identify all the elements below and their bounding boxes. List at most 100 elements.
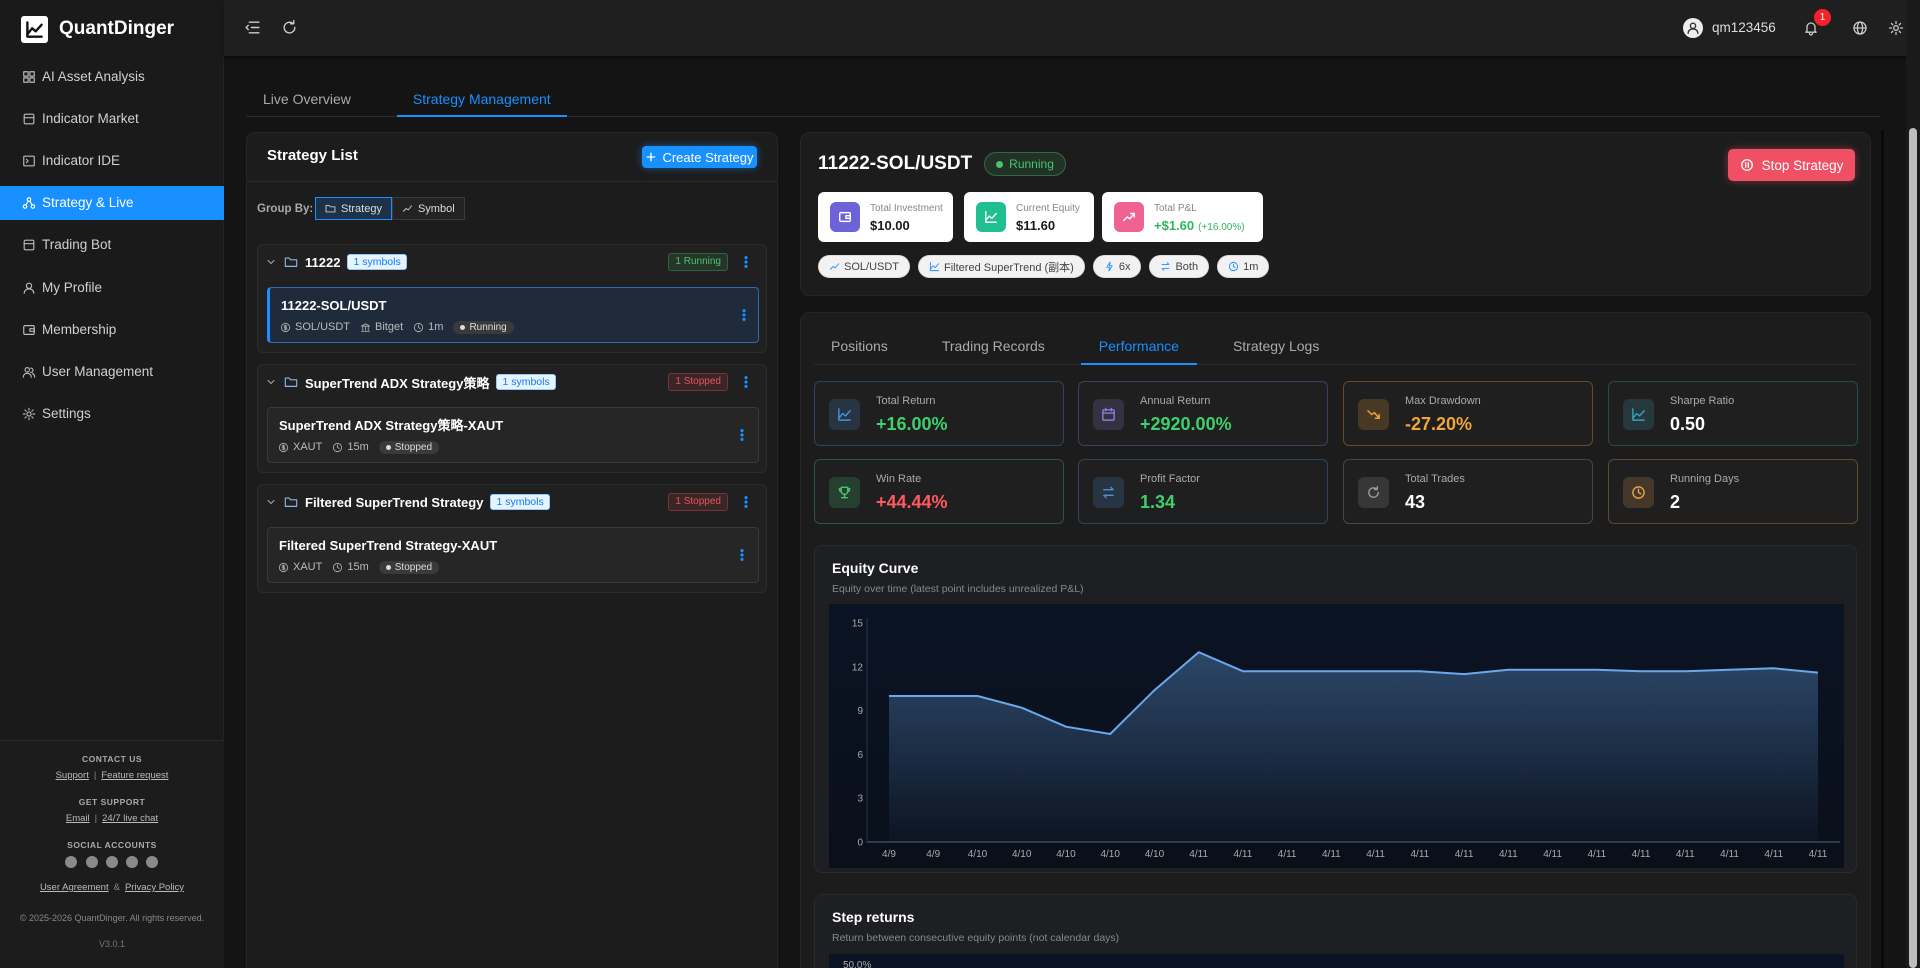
metric-value: 2 bbox=[1670, 492, 1681, 512]
settings[interactable] bbox=[1888, 20, 1904, 36]
metric-card: Max Drawdown -27.20% bbox=[1343, 381, 1593, 446]
button-label[interactable]: Stop Strategy bbox=[1761, 157, 1844, 173]
page-tab[interactable]: Strategy Management bbox=[396, 84, 567, 117]
option-label[interactable]: Strategy bbox=[341, 202, 382, 215]
nav-icon bbox=[23, 324, 35, 335]
footer-link[interactable]: 24/7 live chat bbox=[102, 813, 159, 824]
strategy-card[interactable]: Filtered SuperTrend Strategy-XAUT XAUT 15m… bbox=[267, 527, 759, 583]
scrollbar-thumb[interactable] bbox=[1909, 128, 1917, 968]
social-icon[interactable] bbox=[65, 856, 77, 868]
metric-label: Win Rate bbox=[876, 473, 922, 485]
nav-item[interactable]: My Profile bbox=[0, 271, 224, 305]
tag-text: 1m bbox=[1243, 260, 1259, 273]
nav-item[interactable]: Trading Bot bbox=[0, 228, 224, 262]
nav-icon-part bbox=[23, 77, 29, 83]
group-menu-part bbox=[744, 264, 748, 268]
performance-tabs: Positions Trading Records Performance Strat… bbox=[813, 330, 1337, 365]
nav-item[interactable]: AI Asset Analysis bbox=[0, 60, 224, 94]
brand: QuantDinger bbox=[59, 18, 175, 39]
performance-tab[interactable]: Strategy Logs bbox=[1232, 338, 1320, 354]
nav-label[interactable]: Membership bbox=[42, 321, 117, 337]
chart-title: Step returns bbox=[832, 909, 915, 925]
stat-icon bbox=[976, 202, 1006, 232]
nav-label[interactable]: Trading Bot bbox=[42, 237, 112, 253]
meta-text: 1m bbox=[428, 321, 444, 333]
performance-tab[interactable]: Performance bbox=[1080, 330, 1197, 365]
social-icon[interactable] bbox=[106, 856, 118, 868]
nav-label[interactable]: Indicator IDE bbox=[42, 153, 121, 169]
avatar-glyph-part bbox=[1689, 22, 1697, 30]
footer-links: Email | 24/7 live chat bbox=[0, 811, 224, 827]
stat-number: +$1.60 bbox=[1154, 218, 1195, 233]
folder-icon-part bbox=[284, 497, 298, 507]
meta-icon-part bbox=[337, 564, 341, 569]
group-menu[interactable] bbox=[739, 495, 753, 509]
notifications[interactable] bbox=[1803, 20, 1819, 36]
refresh-button[interactable] bbox=[281, 19, 298, 36]
nav-label[interactable]: Indicator Market bbox=[42, 111, 139, 127]
performance-tab[interactable]: Trading Records bbox=[941, 338, 1045, 354]
group-menu[interactable] bbox=[739, 255, 753, 269]
create-strategy-button[interactable]: Create Strategy bbox=[642, 146, 757, 168]
group-header[interactable]: 11222 1 symbols bbox=[265, 248, 705, 276]
footer-link[interactable]: Support bbox=[55, 770, 89, 781]
nav-label[interactable]: AI Asset Analysis bbox=[42, 69, 145, 84]
footer-link[interactable]: Feature request bbox=[101, 770, 169, 781]
stat-value: +$1.60 (+16.00%) bbox=[1154, 217, 1245, 235]
footer-link[interactable]: Privacy Policy bbox=[124, 882, 185, 893]
social-icon[interactable] bbox=[86, 856, 98, 868]
tag-icon bbox=[1229, 261, 1239, 272]
group-by-option[interactable]: Strategy bbox=[315, 197, 392, 220]
strategy-card[interactable]: SuperTrend ADX Strategy策略-XAUT XAUT 15m Sto… bbox=[267, 407, 759, 463]
strategy-menu[interactable] bbox=[735, 548, 749, 562]
social-icon[interactable] bbox=[146, 856, 158, 868]
option-label[interactable]: Symbol bbox=[417, 202, 455, 215]
group-menu[interactable] bbox=[739, 375, 753, 389]
metric-value: +44.44% bbox=[876, 492, 948, 512]
nav-item[interactable]: Settings bbox=[0, 397, 224, 431]
nav-icon-part bbox=[26, 197, 32, 203]
nav-label[interactable]: My Profile bbox=[42, 279, 103, 295]
collapse-button[interactable] bbox=[244, 19, 261, 36]
metric-glyph bbox=[1632, 486, 1645, 499]
strategy-menu[interactable] bbox=[735, 428, 749, 442]
avatar[interactable] bbox=[1683, 18, 1703, 38]
metric-icon bbox=[1623, 477, 1654, 508]
metric-icon bbox=[1623, 399, 1654, 430]
strategy-menu[interactable] bbox=[737, 308, 751, 322]
group-header[interactable]: Filtered SuperTrend Strategy 1 symbols bbox=[265, 488, 705, 516]
nav-item[interactable]: User Management bbox=[0, 355, 224, 389]
nav-label[interactable]: Settings bbox=[42, 405, 91, 421]
metric-glyph bbox=[1368, 485, 1379, 498]
nav-label[interactable]: Strategy & Live bbox=[42, 195, 134, 211]
group-by-option[interactable]: Symbol bbox=[391, 197, 465, 220]
social-icon[interactable] bbox=[126, 856, 138, 868]
nav-item[interactable]: Indicator Market bbox=[0, 102, 224, 136]
footer-separator: | bbox=[93, 770, 97, 781]
nav-item[interactable]: Membership bbox=[0, 313, 224, 347]
nav-item[interactable]: Indicator IDE bbox=[0, 144, 224, 178]
group-menu-part bbox=[744, 500, 748, 504]
settings-part bbox=[1893, 25, 1899, 31]
footer-link[interactable]: Email bbox=[65, 813, 90, 824]
button-label[interactable]: Create Strategy bbox=[662, 149, 754, 165]
username[interactable]: qm123456 bbox=[1712, 20, 1776, 35]
strategy-card[interactable]: 11222-SOL/USDT SOL/USDT Bitget 1m Running bbox=[267, 287, 759, 343]
nav-icon-part bbox=[29, 77, 35, 83]
stat-icon bbox=[830, 202, 860, 232]
stop-strategy-button[interactable]: Stop Strategy bbox=[1728, 149, 1855, 181]
footer-link[interactable]: User Agreement bbox=[39, 882, 109, 893]
expand-chevron-part bbox=[267, 500, 275, 504]
group-header[interactable]: SuperTrend ADX Strategy策略 1 symbols bbox=[265, 368, 705, 396]
page-tab[interactable]: Live Overview bbox=[263, 91, 351, 107]
option-icon bbox=[402, 205, 413, 212]
nav-label[interactable]: User Management bbox=[42, 363, 154, 379]
performance-tab[interactable]: Positions bbox=[831, 338, 888, 354]
page-tabs: Live Overview Strategy Management bbox=[247, 84, 597, 117]
nav-item[interactable]: Strategy & Live bbox=[0, 186, 224, 221]
language[interactable] bbox=[1852, 20, 1868, 36]
strategy-menu-part bbox=[740, 557, 744, 561]
strategy-name: 11222-SOL/USDT bbox=[281, 298, 387, 313]
meta-icon-part bbox=[278, 442, 289, 452]
nav-icon-part bbox=[22, 407, 36, 421]
